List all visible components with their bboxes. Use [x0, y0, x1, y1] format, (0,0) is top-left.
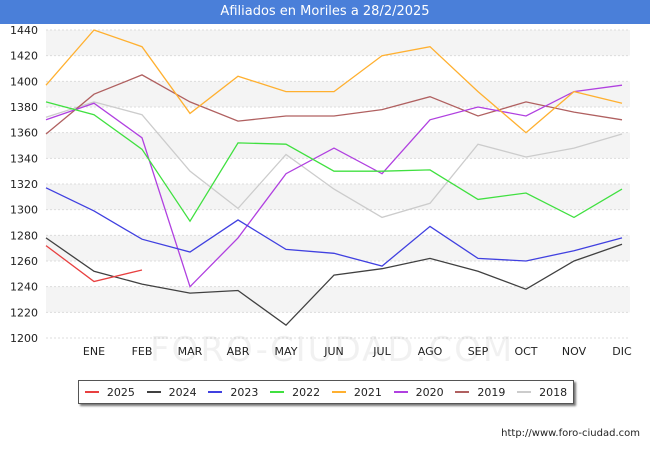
x-tick-label: ENE — [83, 345, 105, 358]
legend-item-2025: 2025 — [84, 385, 135, 399]
legend-label: 2025 — [106, 385, 135, 399]
series-line-2021 — [45, 29, 623, 134]
legend: 2025 2024 2023 2022 2021 2020 2019 2018 — [78, 380, 574, 404]
x-tick-label: NOV — [562, 345, 587, 358]
legend-label: 2018 — [539, 385, 568, 399]
x-tick-label: MAY — [275, 345, 298, 358]
series-line-2019 — [45, 74, 623, 135]
legend-label: 2021 — [353, 385, 382, 399]
chart-title: Afiliados en Moriles a 28/2/2025 — [0, 0, 650, 24]
series-line-2024 — [45, 237, 623, 327]
y-tick-label: 1220 — [10, 306, 38, 319]
x-tick-label: DIC — [612, 345, 632, 358]
legend-label: 2019 — [477, 385, 506, 399]
x-tick-label: AGO — [418, 345, 443, 358]
y-tick-label: 1200 — [10, 332, 38, 345]
grid-band — [46, 132, 630, 159]
legend-item-2021: 2021 — [331, 385, 382, 399]
x-tick-label: JUN — [323, 345, 344, 358]
grid-band — [46, 30, 630, 56]
footer-url: http://www.foro-ciudad.com — [501, 428, 640, 439]
x-tick-label: MAR — [178, 345, 203, 358]
legend-swatch — [331, 391, 346, 393]
legend-swatch — [517, 391, 532, 393]
legend-label: 2022 — [292, 385, 321, 399]
legend-item-2024: 2024 — [146, 385, 197, 399]
x-tick-label: FEB — [132, 345, 153, 358]
legend-swatch — [208, 391, 223, 393]
legend-item-2018: 2018 — [517, 386, 567, 399]
legend-swatch — [270, 391, 285, 393]
series-line-2025 — [45, 245, 143, 283]
legend-item-2019: 2019 — [455, 386, 505, 399]
grid-band — [46, 81, 630, 107]
legend-label: 2020 — [415, 385, 444, 399]
grid-band — [46, 286, 630, 313]
series-line-2018 — [45, 101, 623, 219]
y-tick-label: 1380 — [10, 101, 38, 114]
x-tick-label: JUL — [372, 345, 391, 358]
x-tick-label: OCT — [514, 345, 537, 358]
y-tick-label: 1280 — [10, 229, 38, 242]
y-tick-label: 1440 — [10, 24, 38, 37]
y-tick-label: 1340 — [10, 152, 38, 165]
y-tick-label: 1240 — [10, 281, 38, 294]
x-tick-label: ABR — [227, 345, 250, 358]
y-tick-label: 1420 — [10, 50, 38, 63]
y-tick-label: 1260 — [10, 255, 38, 268]
x-tick-label: SEP — [468, 345, 489, 358]
legend-item-2023: 2023 — [208, 386, 258, 399]
y-tick-label: 1360 — [10, 127, 38, 140]
legend-item-2022: 2022 — [270, 386, 320, 399]
legend-swatch — [393, 391, 408, 393]
y-tick-label: 1300 — [10, 204, 38, 217]
legend-swatch — [146, 391, 161, 393]
series-line-2022 — [45, 101, 623, 223]
legend-label: 2023 — [230, 385, 259, 399]
y-tick-label: 1400 — [10, 75, 38, 88]
legend-swatch — [84, 391, 99, 393]
legend-swatch — [455, 391, 470, 393]
legend-label: 2024 — [168, 385, 197, 399]
series-line-2020 — [45, 84, 623, 288]
grid-band — [46, 184, 630, 210]
series-line-2023 — [45, 187, 623, 267]
legend-item-2020: 2020 — [393, 385, 444, 399]
y-tick-label: 1320 — [10, 178, 38, 191]
